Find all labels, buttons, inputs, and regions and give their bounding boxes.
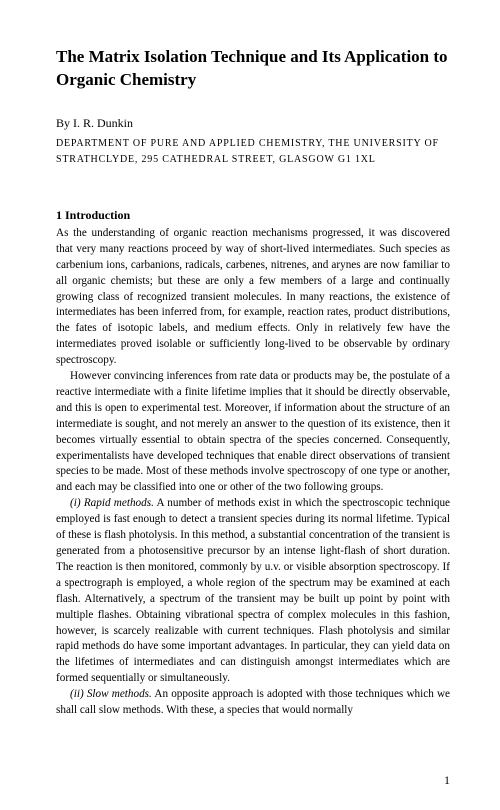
body-text: As the understanding of organic reaction… — [56, 226, 450, 719]
method-label-slow: (ii) Slow methods. — [70, 688, 152, 700]
author-prefix: By — [56, 116, 73, 130]
paragraph-3-text: A number of methods exist in which the s… — [56, 497, 450, 684]
paragraph-1: As the understanding of organic reaction… — [56, 226, 450, 369]
paragraph-3: (i) Rapid methods. A number of methods e… — [56, 496, 450, 687]
article-title: The Matrix Isolation Technique and Its A… — [56, 46, 450, 92]
method-label-rapid: (i) Rapid methods. — [70, 497, 154, 509]
page-number: 1 — [444, 773, 450, 788]
author-name: I. R. Dunkin — [73, 116, 133, 130]
paragraph-4: (ii) Slow methods. An opposite approach … — [56, 687, 450, 719]
paragraph-2: However convincing inferences from rate … — [56, 369, 450, 496]
author-affiliation: DEPARTMENT OF PURE AND APPLIED CHEMISTRY… — [56, 136, 450, 168]
author-line: By I. R. Dunkin — [56, 116, 450, 131]
section-heading: 1 Introduction — [56, 208, 450, 223]
